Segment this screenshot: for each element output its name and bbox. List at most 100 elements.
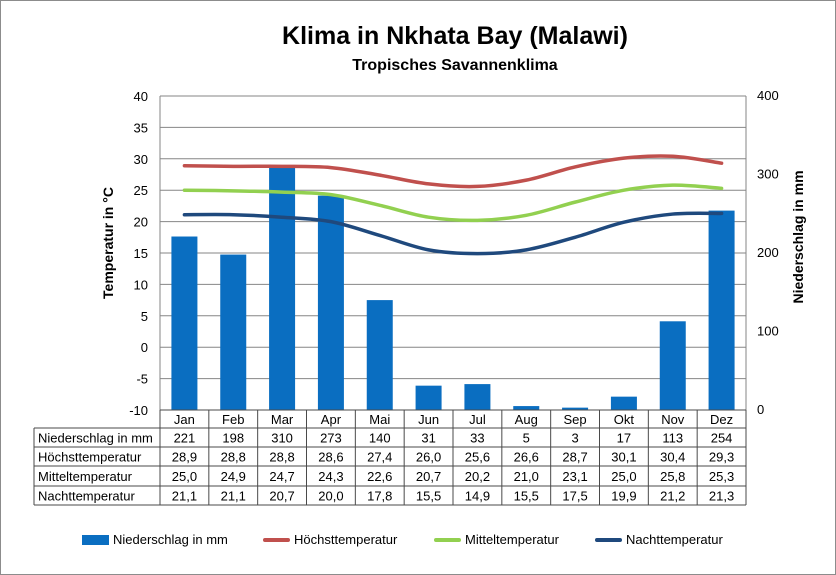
- table-cell: 33: [470, 431, 484, 446]
- legend-swatch: [595, 538, 622, 542]
- table-cell: 31: [421, 431, 435, 446]
- line-nachttemperatur: [182, 211, 724, 256]
- table-cell: 25,6: [465, 450, 490, 465]
- table-cell: 3: [571, 431, 578, 446]
- legend-label: Höchsttemperatur: [294, 532, 398, 547]
- tick-label-okt: Okt: [614, 412, 635, 427]
- tick-label-dez: Dez: [710, 412, 733, 427]
- table-cell: 21,0: [514, 469, 539, 484]
- tick-label-apr: Apr: [321, 412, 342, 427]
- legend-label: Niederschlag in mm: [113, 532, 228, 547]
- legend-label: Nachttemperatur: [626, 532, 723, 547]
- table-cell: 30,1: [611, 450, 636, 465]
- table-cell: 26,6: [514, 450, 539, 465]
- table-cell: 26,0: [416, 450, 441, 465]
- left-tick-label: -5: [136, 372, 148, 387]
- left-tick-label: 30: [134, 152, 148, 167]
- table-cell: 17,5: [562, 489, 587, 504]
- bar-jul: [464, 384, 491, 410]
- left-tick-label: 10: [134, 277, 148, 292]
- bar-mar: [269, 166, 296, 410]
- row-header: Mitteltemperatur: [38, 469, 133, 484]
- legend-swatch: [82, 535, 109, 545]
- table-cell: 273: [320, 431, 342, 446]
- table-cell: 28,9: [172, 450, 197, 465]
- tick-label-mar: Mar: [271, 412, 294, 427]
- legend-swatch: [263, 538, 290, 542]
- bar-dez: [708, 210, 735, 410]
- line-mitteltemperatur: [182, 183, 724, 223]
- legend: Niederschlag in mm Höchsttemperatur Mittel…: [0, 531, 836, 551]
- left-tick-label: 5: [141, 309, 148, 324]
- table-cell: 198: [222, 431, 244, 446]
- table-cell: 20,2: [465, 469, 490, 484]
- table-cell: 140: [369, 431, 391, 446]
- table-cell: 24,7: [269, 469, 294, 484]
- table-cell: 23,1: [562, 469, 587, 484]
- table-cell: 28,8: [269, 450, 294, 465]
- precipitation-bars: [171, 166, 735, 410]
- table-cell: 113: [662, 431, 683, 446]
- table-cell: 20,7: [269, 489, 294, 504]
- chart-title: Klima in Nkhata Bay (Malawi): [282, 22, 628, 50]
- table-cell: 28,7: [562, 450, 587, 465]
- row-header: Höchsttemperatur: [38, 450, 142, 465]
- right-tick-label: 200: [757, 245, 779, 260]
- bar-aug: [513, 406, 540, 410]
- table-cell: 20,7: [416, 469, 441, 484]
- bar-sep: [562, 407, 589, 410]
- tick-label-nov: Nov: [661, 412, 685, 427]
- table-cell: 15,5: [416, 489, 441, 504]
- left-tick-label: 20: [134, 215, 148, 230]
- table-cell: 24,3: [318, 469, 343, 484]
- table-cell: 30,4: [660, 450, 685, 465]
- table-cell: 5: [523, 431, 530, 446]
- right-tick-label: 0: [757, 402, 764, 417]
- table-cell: 254: [711, 431, 733, 446]
- gridlines: [160, 95, 746, 411]
- bar-okt: [610, 396, 637, 410]
- row-header: Nachttemperatur: [38, 489, 135, 504]
- table-cell: 20,0: [318, 489, 343, 504]
- bar-apr: [317, 195, 344, 410]
- temperature-lines: [182, 154, 724, 256]
- left-tick-label: -10: [129, 403, 148, 418]
- tick-label-feb: Feb: [222, 412, 244, 427]
- left-tick-label: 40: [134, 89, 148, 104]
- left-tick-label: 25: [134, 183, 148, 198]
- right-tick-label: 400: [757, 88, 779, 103]
- table-cell: 25,8: [660, 469, 685, 484]
- bar-mai: [366, 300, 393, 410]
- left-tick-label: 15: [134, 246, 148, 261]
- axes: -10-505101520253035400100200300400Temper…: [100, 88, 806, 418]
- table-cell: 15,5: [514, 489, 539, 504]
- table-cell: 27,4: [367, 450, 392, 465]
- bar-jun: [415, 385, 442, 410]
- table-cell: 19,9: [611, 489, 636, 504]
- bar-jan: [171, 236, 198, 410]
- tick-label-jun: Jun: [418, 412, 439, 427]
- legend-swatch: [434, 538, 461, 542]
- tick-label-mai: Mai: [369, 412, 390, 427]
- table-cell: 25,3: [709, 469, 734, 484]
- bar-feb: [220, 254, 247, 410]
- table-cell: 29,3: [709, 450, 734, 465]
- left-tick-label: 35: [134, 120, 148, 135]
- row-header: Niederschlag in mm: [38, 431, 153, 446]
- table-cell: 24,9: [221, 469, 246, 484]
- table-cell: 221: [174, 431, 196, 446]
- tick-label-aug: Aug: [515, 412, 538, 427]
- left-tick-label: 0: [141, 340, 148, 355]
- table-cell: 25,0: [172, 469, 197, 484]
- right-tick-label: 100: [757, 324, 779, 339]
- table-cell: 14,9: [465, 489, 490, 504]
- table-cell: 25,0: [611, 469, 636, 484]
- table-cell: 21,1: [221, 489, 246, 504]
- legend-label: Mitteltemperatur: [465, 532, 559, 547]
- tick-label-sep: Sep: [564, 412, 587, 427]
- table-cell: 21,1: [172, 489, 197, 504]
- table-cell: 310: [271, 431, 293, 446]
- table-cell: 17: [617, 431, 631, 446]
- chart-subtitle: Tropisches Savannenklima: [352, 57, 558, 74]
- table-cell: 28,6: [318, 450, 343, 465]
